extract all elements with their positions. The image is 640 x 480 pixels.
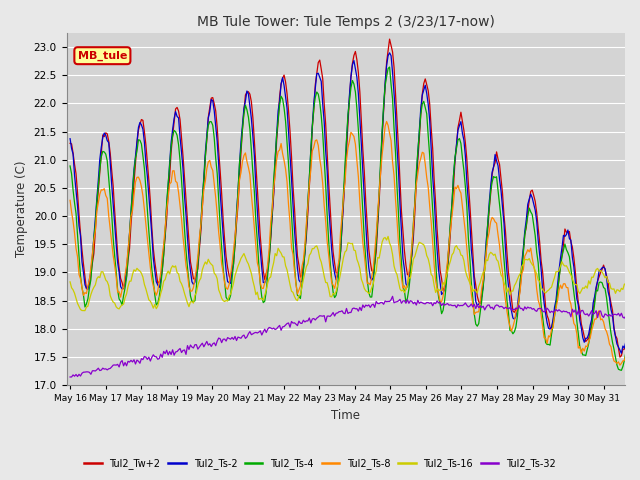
Title: MB Tule Tower: Tule Temps 2 (3/23/17-now): MB Tule Tower: Tule Temps 2 (3/23/17-now… [197,15,495,29]
X-axis label: Time: Time [332,409,360,422]
Y-axis label: Temperature (C): Temperature (C) [15,161,28,257]
Text: MB_tule: MB_tule [77,50,127,61]
Legend: Tul2_Tw+2, Tul2_Ts-2, Tul2_Ts-4, Tul2_Ts-8, Tul2_Ts-16, Tul2_Ts-32: Tul2_Tw+2, Tul2_Ts-2, Tul2_Ts-4, Tul2_Ts… [81,454,559,473]
